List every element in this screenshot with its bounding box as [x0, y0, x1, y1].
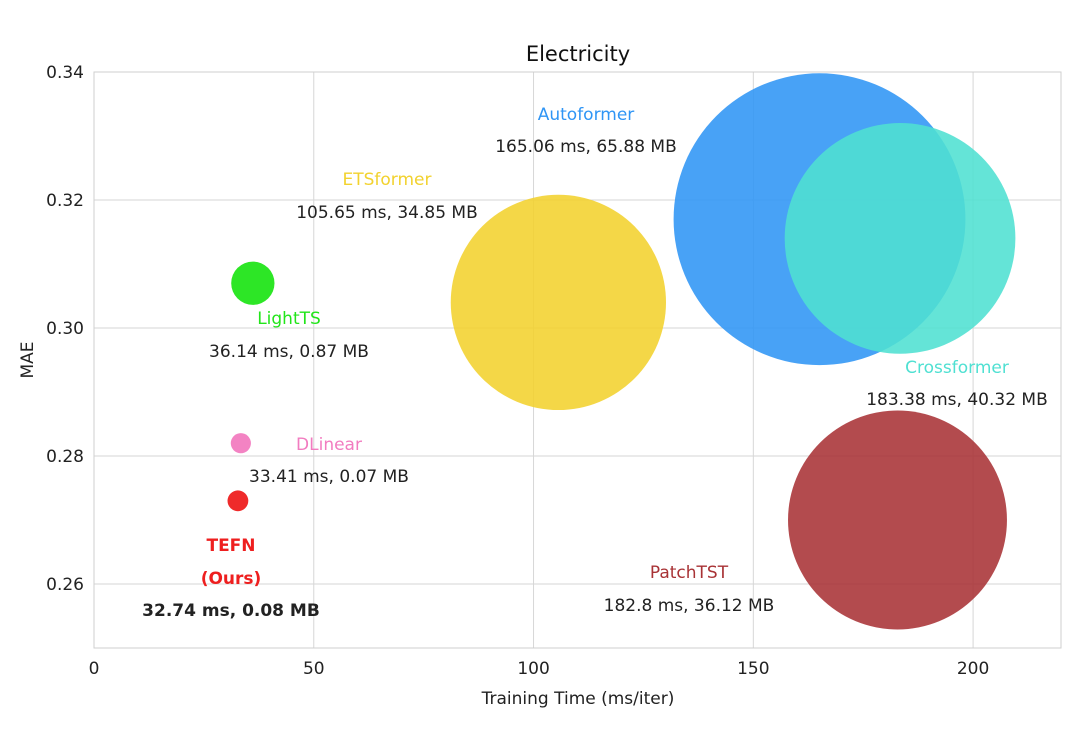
label-value-patchtst: 182.8 ms, 36.12 MB	[604, 596, 775, 616]
y-tick-label: 0.26	[46, 575, 84, 595]
chart-title: Electricity	[526, 42, 630, 66]
label-subtitle-tefn: (Ours)	[201, 569, 262, 589]
x-tick-label: 50	[303, 659, 325, 679]
x-tick-label: 150	[737, 659, 769, 679]
label-value-lightts: 36.14 ms, 0.87 MB	[209, 342, 369, 362]
plot-frame	[93, 71, 1062, 649]
label-name-tefn: TEFN	[206, 536, 255, 556]
x-tick-label: 200	[957, 659, 989, 679]
bubble-tefn	[227, 490, 249, 512]
bubble-labels: Autoformer 165.06 ms, 65.88 MB Crossformer…	[142, 105, 1048, 621]
bubble-crossformer	[784, 123, 1016, 354]
label-name-patchtst: PatchTST	[650, 563, 729, 583]
x-axis-title: Training Time (ms/iter)	[481, 689, 675, 709]
label-name-dlinear: DLinear	[296, 435, 362, 455]
y-tick-label: 0.34	[46, 63, 84, 83]
label-value-crossformer: 183.38 ms, 40.32 MB	[866, 390, 1048, 410]
label-value-autoformer: 165.06 ms, 65.88 MB	[495, 137, 677, 157]
bubble-lightts	[231, 261, 275, 305]
x-tick-label: 0	[89, 659, 100, 679]
bubble-etsformer	[450, 194, 667, 411]
bubbles	[227, 73, 1016, 630]
label-value-tefn: 32.74 ms, 0.08 MB	[142, 601, 320, 621]
label-name-etsformer: ETSformer	[342, 170, 431, 190]
x-tick-labels: 0 50 100 150 200	[89, 659, 990, 679]
x-tick-label: 100	[517, 659, 549, 679]
label-name-crossformer: Crossformer	[905, 358, 1009, 378]
y-tick-labels: 0.26 0.28 0.30 0.32 0.34	[46, 63, 84, 595]
label-name-autoformer: Autoformer	[538, 105, 635, 125]
y-tick-label: 0.32	[46, 191, 84, 211]
bubble-dlinear	[230, 433, 251, 454]
label-name-lightts: LightTS	[257, 309, 321, 329]
y-tick-label: 0.28	[46, 447, 84, 467]
bubble-patchtst	[788, 410, 1007, 630]
y-tick-label: 0.30	[46, 319, 84, 339]
label-value-etsformer: 105.65 ms, 34.85 MB	[296, 203, 478, 223]
y-axis-title: MAE	[18, 341, 38, 378]
label-value-dlinear: 33.41 ms, 0.07 MB	[249, 467, 409, 487]
